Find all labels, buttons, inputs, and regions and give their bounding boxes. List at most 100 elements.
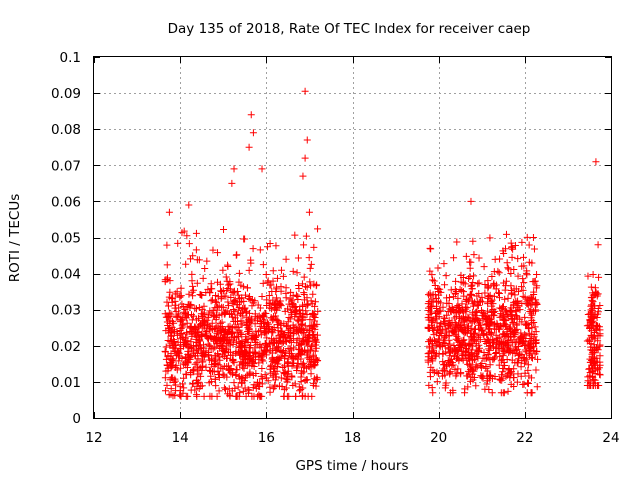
x-tick-label: 12 [85,430,102,446]
data-point [529,234,537,241]
data-point [518,318,526,326]
data-point [206,392,214,400]
data-point [517,372,525,380]
data-point [182,260,190,268]
data-point [261,329,269,337]
data-point [252,336,260,344]
data-point [507,368,515,376]
data-point [454,294,462,302]
data-point [305,208,313,216]
data-point [431,281,439,289]
data-point [472,340,480,348]
data-point [485,375,493,383]
data-point [459,273,467,281]
data-point [307,370,315,378]
data-point [209,246,217,254]
data-point [212,311,220,319]
data-point [206,289,214,297]
data-point [289,321,297,329]
data-point [521,346,529,354]
data-point [490,279,498,287]
data-point [176,391,184,399]
data-point [445,300,453,308]
data-point [533,383,541,391]
data-point [594,382,602,390]
data-point [292,328,300,336]
data-point [188,380,196,388]
data-point [241,291,249,299]
data-point [299,302,307,310]
data-point [519,275,527,283]
data-point [251,310,259,318]
data-point [177,334,185,342]
data-point [228,313,236,321]
data-point [204,285,212,293]
data-point [465,340,473,348]
data-point [591,369,599,377]
data-point [295,282,303,290]
data-point [186,301,194,309]
data-point [172,341,180,349]
data-point [446,320,454,328]
data-point [180,227,188,235]
data-point [256,392,264,400]
data-point [245,360,253,368]
data-point [163,241,171,249]
data-point [588,307,596,315]
data-point [242,321,250,329]
data-point [183,311,191,319]
data-points [161,87,604,400]
data-point [429,389,437,397]
data-point [467,373,475,381]
x-tick-label: 20 [430,430,447,446]
data-point [524,380,532,388]
data-point [191,386,199,394]
data-point [273,274,281,282]
data-point [462,252,470,260]
data-point [251,356,259,364]
data-point [213,306,221,314]
data-point [192,246,200,254]
data-point [264,277,272,285]
data-point [529,354,537,362]
data-point [293,269,301,277]
data-point [225,328,233,336]
data-point [193,391,201,399]
data-point [168,323,176,331]
data-point [523,233,531,241]
data-point [193,331,201,339]
data-point [177,392,185,400]
data-point [495,345,503,353]
data-point [495,269,503,277]
data-point [228,324,236,332]
data-point [311,298,319,306]
data-point [309,290,317,298]
data-point [507,333,515,341]
data-point [517,363,525,371]
data-point [504,264,512,272]
data-point [470,330,478,338]
data-point [585,336,593,344]
data-point [594,241,602,249]
data-point [530,318,538,326]
data-point [185,342,193,350]
data-point [596,371,604,379]
data-point [163,298,171,306]
data-point [479,327,487,335]
data-point [192,325,200,333]
y-tick-label: 0.08 [51,122,81,138]
data-point [523,300,531,308]
data-point [501,245,509,253]
data-point [171,290,179,298]
data-point [213,322,221,330]
data-point [309,321,317,329]
data-point [442,272,450,280]
data-point [287,315,295,323]
data-point [452,321,460,329]
data-point [246,370,254,378]
data-point [216,356,224,364]
data-point [520,279,528,287]
data-point [446,352,454,360]
data-point [205,356,213,364]
data-point [259,357,267,365]
